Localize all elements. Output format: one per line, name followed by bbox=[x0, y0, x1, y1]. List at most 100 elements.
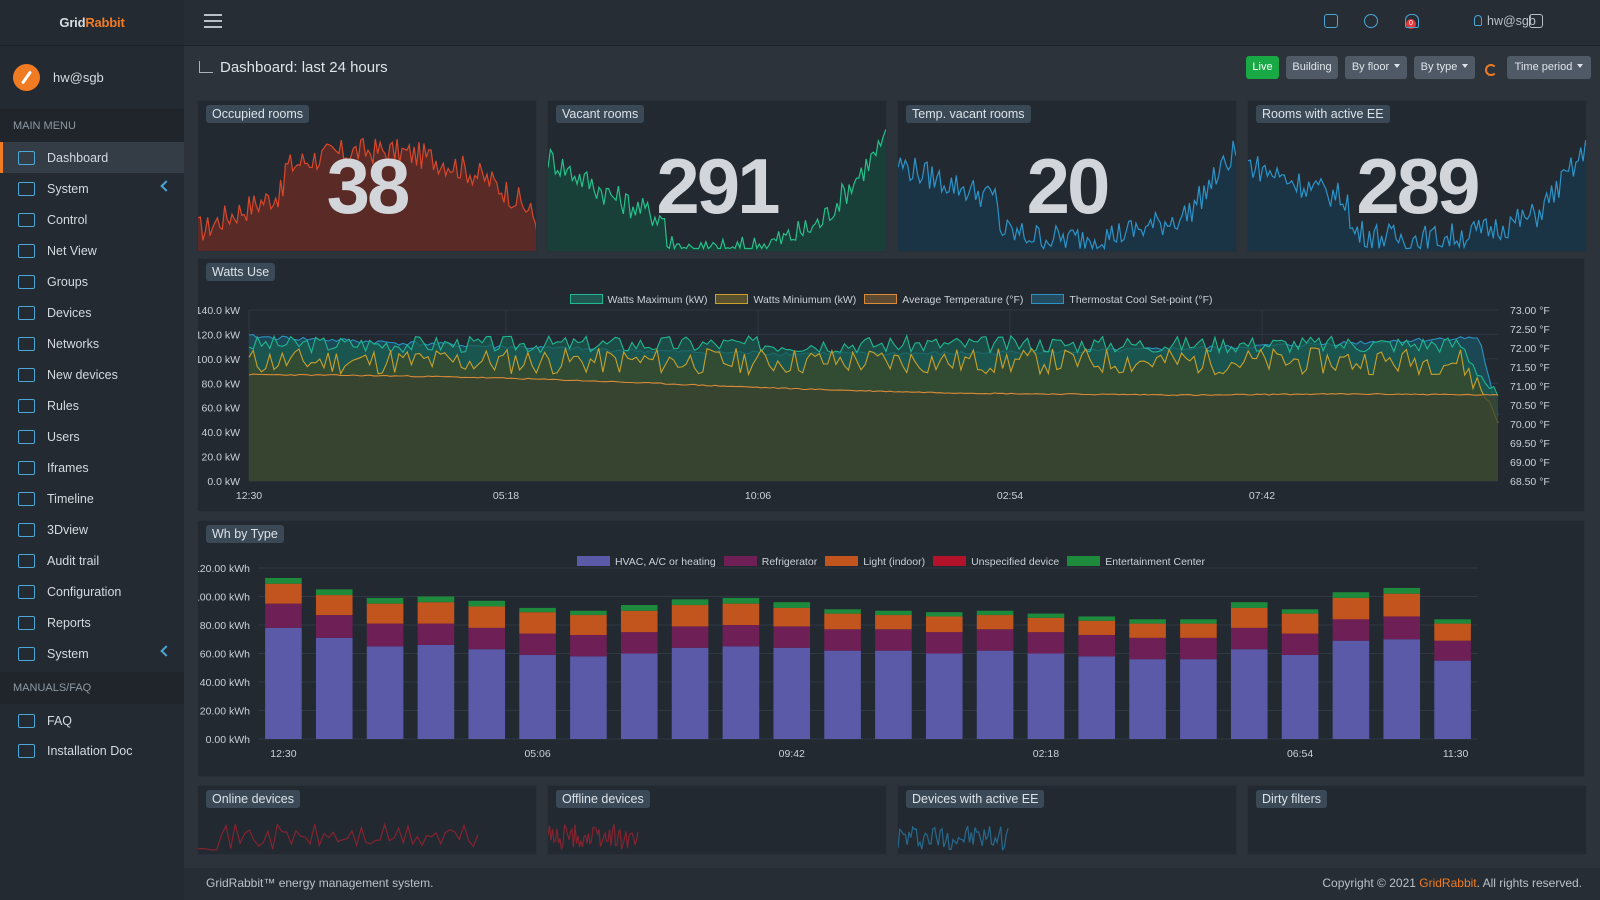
x-tick: 05:06 bbox=[524, 748, 550, 760]
footer-brand-link[interactable]: GridRabbit bbox=[1419, 876, 1477, 890]
legend-item[interactable]: HVAC, A/C or heating bbox=[576, 556, 716, 568]
sidebar-item-reports[interactable]: Reports bbox=[0, 607, 184, 638]
bar-segment bbox=[1180, 637, 1217, 660]
sidebar-item-networks[interactable]: Networks bbox=[0, 328, 184, 359]
by-type-dropdown[interactable]: By type bbox=[1414, 56, 1475, 79]
bar-segment bbox=[1281, 654, 1319, 739]
bar-segment bbox=[620, 632, 658, 654]
timeline-icon bbox=[18, 491, 35, 506]
top-user-menu[interactable]: hw@sgb bbox=[1474, 14, 1536, 28]
y-tick-right: 71.50 °F bbox=[1510, 362, 1550, 374]
sidebar-item-iframes[interactable]: Iframes bbox=[0, 452, 184, 483]
sidebar-item-dashboard[interactable]: Dashboard bbox=[0, 142, 184, 173]
brand-logo[interactable]: GridRabbit bbox=[0, 0, 184, 46]
user-panel[interactable]: hw@sgb bbox=[0, 46, 184, 110]
y-tick-right: 69.50 °F bbox=[1510, 438, 1550, 450]
layout-icon[interactable] bbox=[1529, 14, 1543, 28]
faq-icon bbox=[18, 714, 35, 728]
legend-item[interactable]: Watts Maximum (kW) bbox=[569, 294, 707, 306]
legend-item[interactable]: Watts Miniumum (kW) bbox=[715, 294, 856, 306]
sparkline-line bbox=[548, 824, 639, 850]
stat-panel-1[interactable]: Occupied rooms 38 bbox=[197, 100, 537, 252]
bar-segment bbox=[976, 650, 1014, 739]
groups-icon bbox=[18, 274, 35, 289]
legend-swatch bbox=[933, 556, 967, 566]
wh-by-type-chart[interactable]: 0.00 kWh 20.00 kWh 40.00 kWh 60.00 kWh 80.00… bbox=[198, 521, 1585, 777]
bar-segment bbox=[417, 602, 455, 624]
sidebar-item-system[interactable]: System bbox=[0, 173, 184, 204]
sidebar-item-devices[interactable]: Devices bbox=[0, 297, 184, 328]
sparkline-line bbox=[898, 140, 1236, 251]
sidebar-item-users[interactable]: Users bbox=[0, 421, 184, 452]
by-floor-dropdown[interactable]: By floor bbox=[1345, 56, 1407, 79]
live-button[interactable]: Live bbox=[1246, 56, 1279, 79]
sparkline-line bbox=[548, 129, 886, 251]
user-name: hw@sgb bbox=[53, 70, 104, 85]
y-tick-right: 70.50 °F bbox=[1510, 400, 1550, 412]
sidebar-item-groups[interactable]: Groups bbox=[0, 266, 184, 297]
installation-doc-icon bbox=[18, 744, 35, 758]
bar-segment bbox=[1129, 623, 1166, 638]
wh-legend: HVAC, A/C or heating Refrigerator Light (i… bbox=[198, 556, 1584, 568]
sidebar-item-label: Iframes bbox=[47, 460, 89, 475]
sidebar-item-configuration[interactable]: Configuration bbox=[0, 576, 184, 607]
legend-item[interactable]: Light (indoor) bbox=[825, 556, 925, 568]
sidebar-item-3dview[interactable]: 3Dview bbox=[0, 514, 184, 545]
sparkline-line bbox=[898, 825, 1009, 852]
bottom-stat-panel-2[interactable]: Offline devices bbox=[547, 785, 887, 855]
sidebar-item-rules[interactable]: Rules bbox=[0, 390, 184, 421]
sparkline bbox=[1248, 140, 1586, 251]
chat-icon[interactable] bbox=[1364, 14, 1378, 28]
bar-segment bbox=[417, 644, 455, 739]
legend-item[interactable]: Entertainment Center bbox=[1067, 556, 1205, 568]
sidebar-item-faq[interactable]: FAQ bbox=[0, 706, 184, 736]
wh-by-type-panel: Wh by Type HVAC, A/C or heating Refrigera… bbox=[197, 520, 1585, 777]
watts-use-chart[interactable]: 0.0 kW 20.0 kW 40.0 kW 60.0 kW 80.0 kW 100.0 … bbox=[198, 259, 1585, 512]
chevron-left-icon[interactable] bbox=[160, 645, 172, 657]
grid-apps-icon[interactable] bbox=[1324, 14, 1338, 28]
y-tick-left: 140.0 kW bbox=[198, 305, 240, 317]
building-button[interactable]: Building bbox=[1286, 56, 1338, 79]
legend-label: Light (indoor) bbox=[863, 556, 926, 568]
legend-item[interactable]: Refrigerator bbox=[723, 556, 817, 568]
refresh-icon[interactable] bbox=[1485, 64, 1497, 76]
chevron-left-icon[interactable] bbox=[160, 180, 172, 192]
sidebar-item-control[interactable]: Control bbox=[0, 204, 184, 235]
y-tick-right: 73.00 °F bbox=[1510, 305, 1550, 317]
stat-panel-3[interactable]: Temp. vacant rooms 20 bbox=[897, 100, 1237, 252]
hamburger-menu-icon[interactable] bbox=[204, 14, 222, 28]
sidebar-item-new-devices[interactable]: New devices bbox=[0, 359, 184, 390]
sparkline-line bbox=[1248, 140, 1586, 250]
bell-icon[interactable] bbox=[1405, 14, 1419, 28]
sidebar-item-system-2[interactable]: System bbox=[0, 638, 184, 669]
stat-value: 20 bbox=[1026, 142, 1111, 230]
sidebar-item-label: Reports bbox=[47, 615, 91, 630]
bottom-stat-title: Online devices bbox=[206, 790, 300, 808]
sidebar-item-timeline[interactable]: Timeline bbox=[0, 483, 184, 514]
y-tick: 40.00 kWh bbox=[200, 677, 250, 689]
main-menu-header: MAIN MENU bbox=[0, 110, 184, 142]
sidebar-item-net-view[interactable]: Net View bbox=[0, 235, 184, 266]
x-tick: 02:54 bbox=[997, 490, 1023, 502]
bottom-stat-panel-4[interactable]: Dirty filters bbox=[1247, 785, 1587, 855]
bar-segment bbox=[620, 605, 658, 611]
bar-segment bbox=[570, 634, 607, 657]
legend-item[interactable]: Unspecified device bbox=[933, 556, 1059, 568]
stat-panel-4[interactable]: Rooms with active EE 289 bbox=[1247, 100, 1587, 252]
y-tick-right: 72.50 °F bbox=[1510, 324, 1550, 336]
main-menu: Dashboard System Control Net View Groups Devi… bbox=[0, 142, 184, 669]
bar-segment bbox=[1129, 637, 1166, 660]
bottom-stat-panel-3[interactable]: Devices with active EE bbox=[897, 785, 1237, 855]
sidebar-item-installation-doc[interactable]: Installation Doc bbox=[0, 736, 184, 766]
bar-segment bbox=[1383, 587, 1421, 594]
bar-segment bbox=[824, 613, 861, 630]
sidebar-item-audit-trail[interactable]: Audit trail bbox=[0, 545, 184, 576]
bottom-stat-panel-1[interactable]: Online devices bbox=[197, 785, 537, 855]
legend-item[interactable]: Average Temperature (°F) bbox=[864, 294, 1023, 306]
legend-item[interactable]: Thermostat Cool Set-point (°F) bbox=[1031, 294, 1213, 306]
stat-panel-2[interactable]: Vacant rooms 291 bbox=[547, 100, 887, 252]
bar-segment bbox=[976, 615, 1014, 630]
time-period-dropdown[interactable]: Time period bbox=[1507, 56, 1591, 79]
time-period-label: Time period bbox=[1514, 61, 1573, 73]
legend-swatch bbox=[1031, 294, 1065, 304]
